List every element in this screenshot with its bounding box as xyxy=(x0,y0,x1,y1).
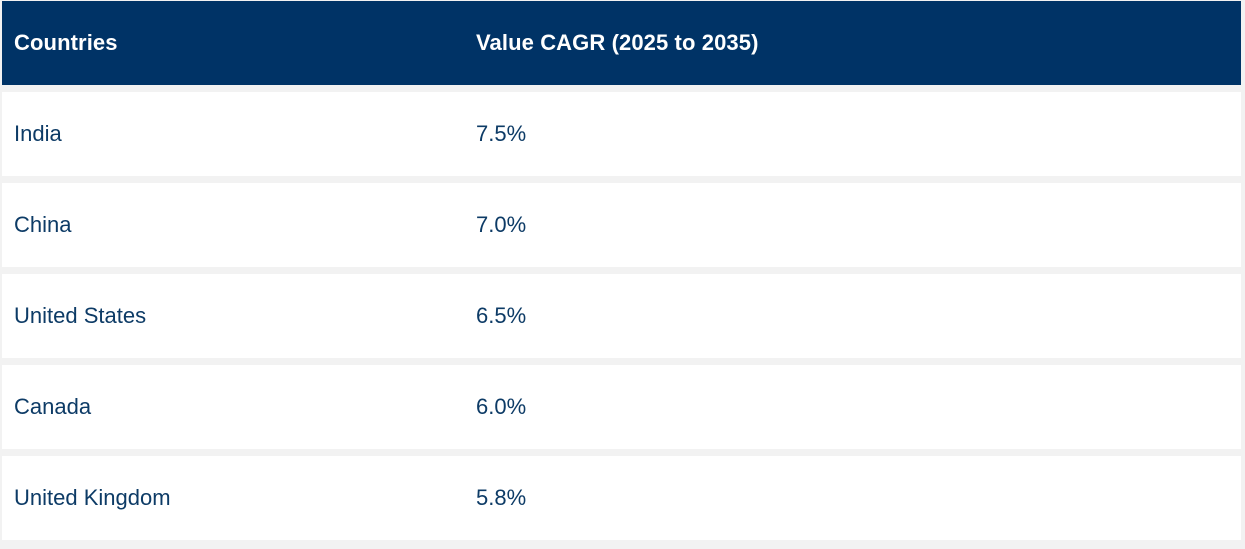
table-row: United States 6.5% xyxy=(2,274,1241,358)
table-row: Canada 6.0% xyxy=(2,365,1241,449)
table-header-row: Countries Value CAGR (2025 to 2035) xyxy=(2,1,1241,85)
country-cell: India xyxy=(14,121,62,146)
country-cell: China xyxy=(14,212,72,237)
country-cell: United States xyxy=(14,303,147,328)
cagr-cell: 6.0% xyxy=(476,394,527,419)
table-row: India 7.5% xyxy=(2,92,1241,176)
cagr-cell: 7.5% xyxy=(476,121,527,146)
country-cell: Canada xyxy=(14,394,92,419)
table-row: United Kingdom 5.8% xyxy=(2,456,1241,540)
cagr-cell: 5.8% xyxy=(476,485,527,510)
header-value-cagr: Value CAGR (2025 to 2035) xyxy=(476,30,759,55)
cagr-cell: 7.0% xyxy=(476,212,527,237)
country-cell: United Kingdom xyxy=(14,485,171,510)
cagr-cell: 6.5% xyxy=(476,303,527,328)
header-countries: Countries xyxy=(14,30,118,55)
table-row: China 7.0% xyxy=(2,183,1241,267)
